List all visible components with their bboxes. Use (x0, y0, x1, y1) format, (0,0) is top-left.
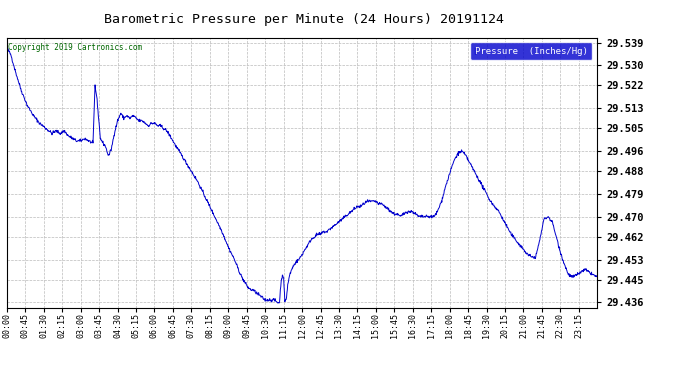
Text: Copyright 2019 Cartronics.com: Copyright 2019 Cartronics.com (8, 43, 142, 52)
Legend: Pressure  (Inches/Hg): Pressure (Inches/Hg) (471, 42, 592, 60)
Text: Barometric Pressure per Minute (24 Hours) 20191124: Barometric Pressure per Minute (24 Hours… (104, 13, 504, 26)
